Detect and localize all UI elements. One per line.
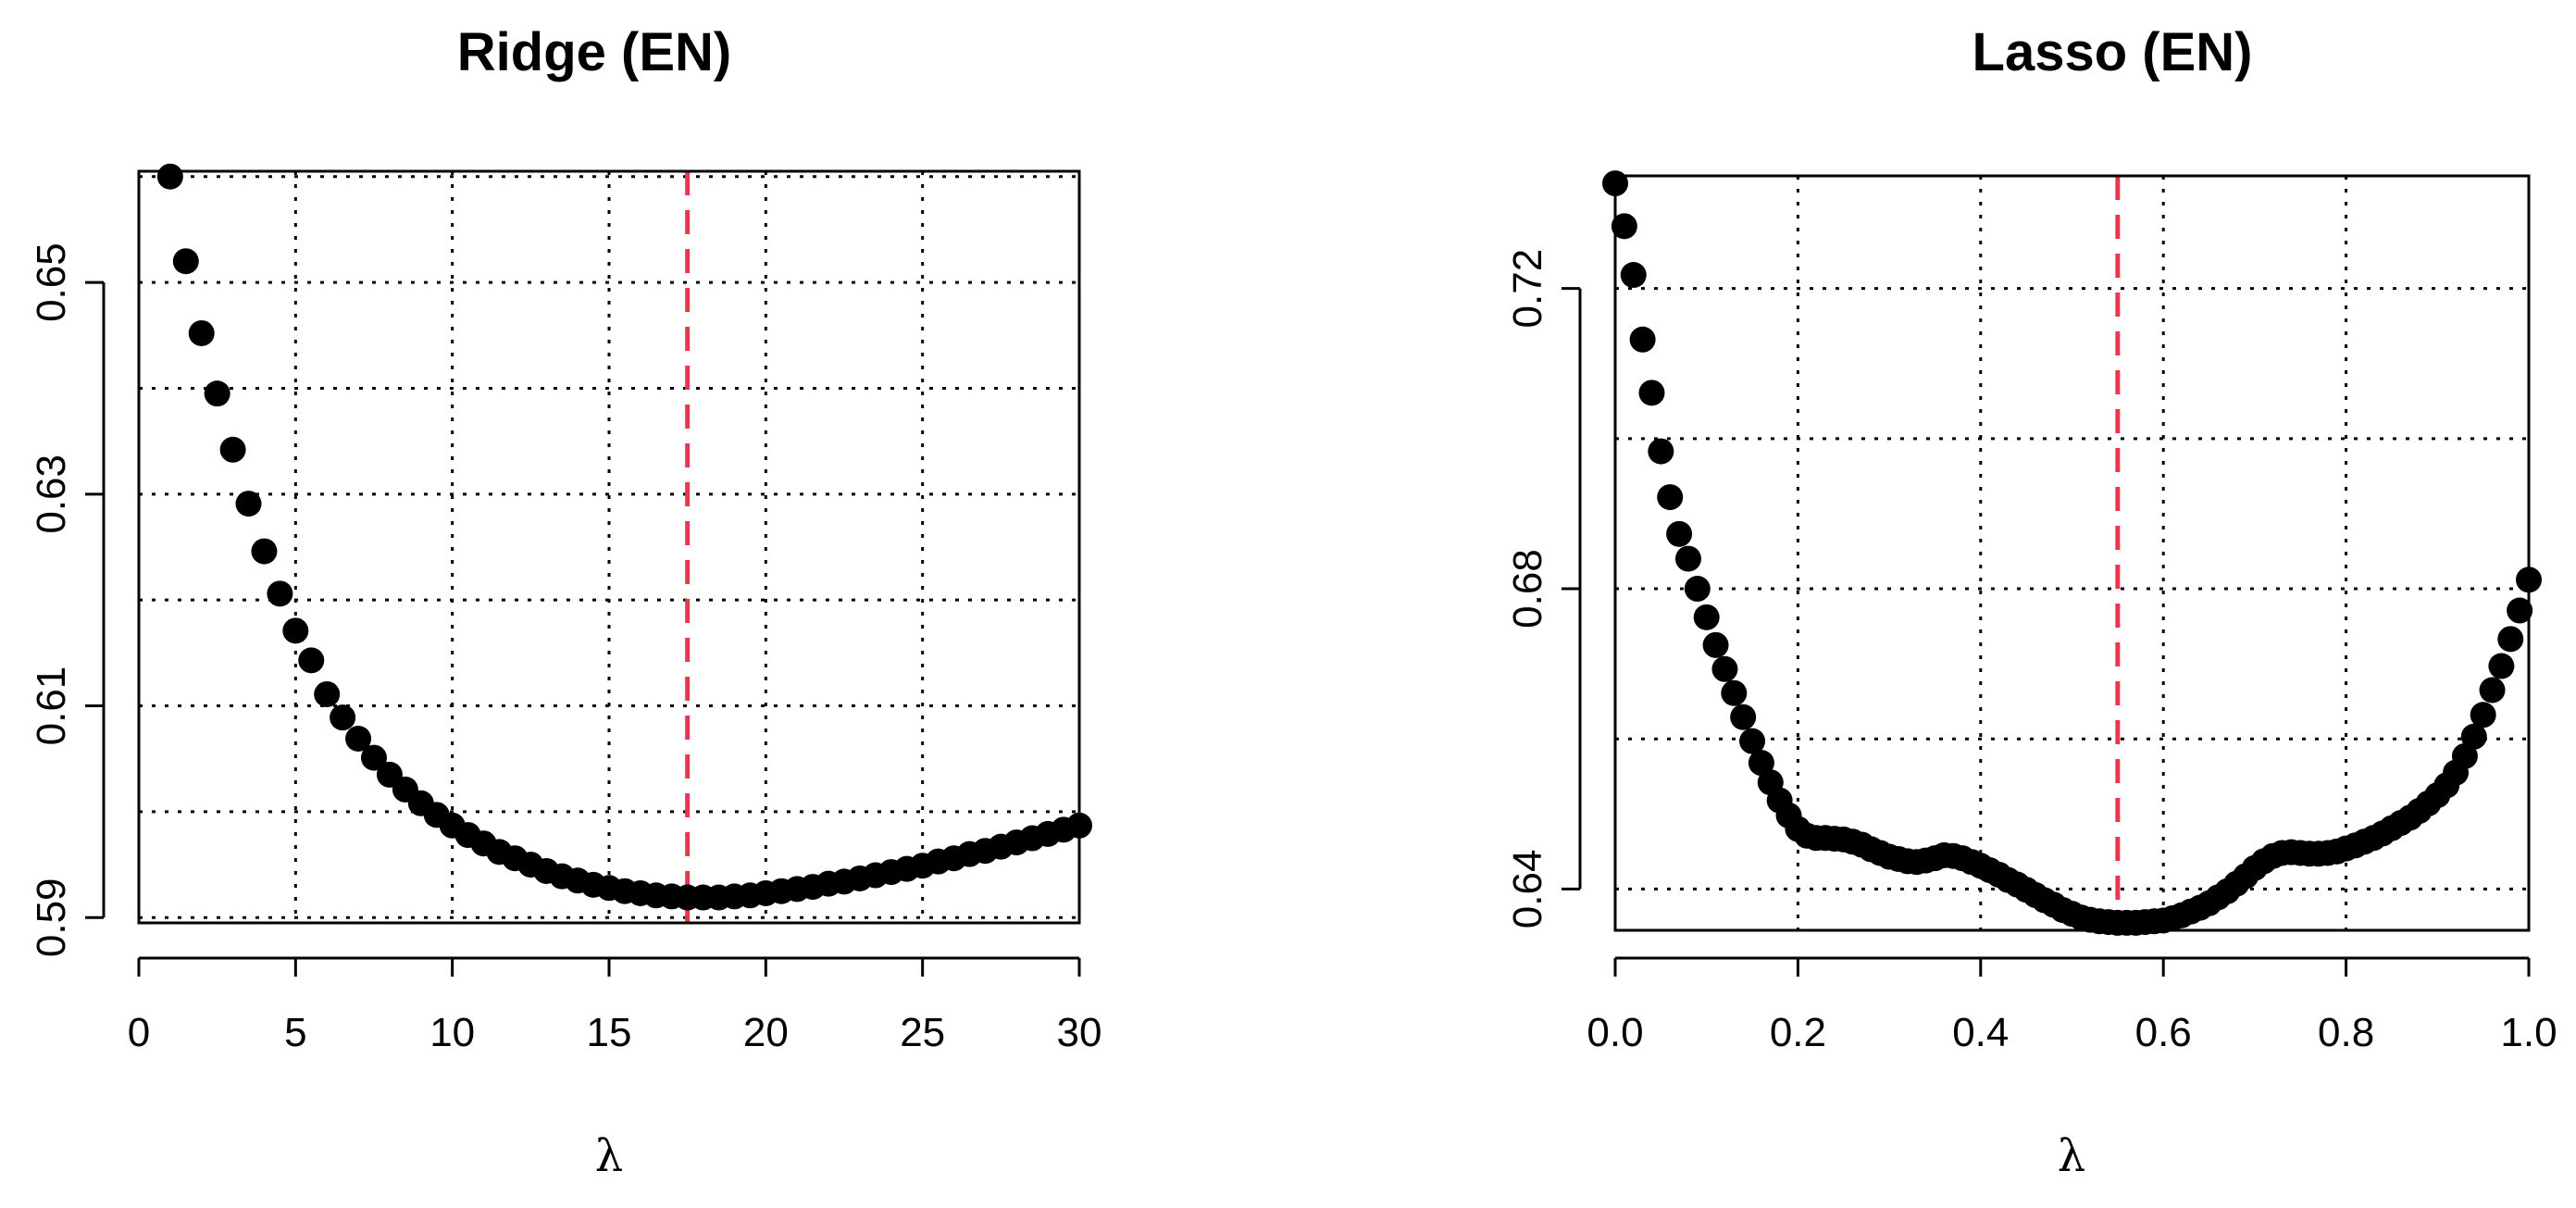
data-point: [345, 726, 372, 753]
chart-title: Lasso (EN): [1972, 22, 2253, 82]
x-tick-label: 15: [587, 1010, 632, 1055]
data-point: [251, 538, 278, 565]
data-point: [1684, 576, 1711, 603]
x-tick-label: 10: [429, 1010, 475, 1055]
data-point: [361, 744, 387, 771]
y-tick-label: 0.59: [29, 878, 74, 957]
data-point: [314, 680, 341, 707]
y-tick-label: 0.65: [29, 243, 74, 322]
y-tick-label: 0.63: [29, 455, 74, 534]
x-tick-label: 1.0: [2500, 1010, 2557, 1055]
x-tick-label: 25: [900, 1010, 945, 1055]
y-axis: 0.59 0.61 0.63 0.65: [29, 243, 106, 957]
x-axis-label: λ: [2058, 1130, 2085, 1182]
data-point: [219, 436, 246, 463]
data-point: [1666, 520, 1693, 547]
data-point: [1611, 213, 1637, 240]
data-point: [2479, 677, 2506, 704]
x-axis-label: λ: [595, 1130, 623, 1182]
y-tick-label: 0.68: [1505, 549, 1550, 629]
lasso-panel: Lasso (EN) 0.0 0.2 0.4 0.6 0.8 1.0 0.640.680.…: [1505, 22, 2557, 1182]
data-point: [1674, 545, 1701, 572]
data-point: [2470, 702, 2496, 729]
data-point: [2460, 723, 2487, 750]
data-point: [1739, 728, 1766, 754]
data-point: [2507, 597, 2533, 624]
y-axis: 0.64 0.68 0.72: [1505, 249, 1582, 929]
y-tick-label: 0.64: [1505, 850, 1550, 929]
y-tick-label: 0.72: [1505, 249, 1550, 329]
data-points: [1602, 170, 2542, 936]
data-point: [1629, 326, 1656, 353]
plot-frame: [137, 169, 1081, 925]
data-point: [2488, 653, 2515, 679]
x-tick-label: 5: [284, 1010, 306, 1055]
data-point: [188, 319, 215, 346]
data-point: [267, 580, 293, 607]
x-tick-label: 0.2: [1770, 1010, 1826, 1055]
x-tick-label: 20: [743, 1010, 789, 1055]
plot-frame: [1613, 174, 2531, 932]
x-axis: 0.0 0.2 0.4 0.6 0.8 1.0: [1587, 956, 2557, 1055]
data-point: [235, 491, 262, 517]
data-point: [2497, 626, 2524, 653]
data-point: [1620, 262, 1647, 289]
x-tick-label: 0.6: [2135, 1010, 2192, 1055]
x-tick-label: 0.8: [2318, 1010, 2374, 1055]
x-tick-label: 0: [128, 1010, 150, 1055]
grid-lines: [139, 171, 1081, 923]
data-point: [1748, 750, 1774, 777]
x-tick-label: 30: [1057, 1010, 1102, 1055]
x-axis: 0 5 10 15 20 25 30: [128, 956, 1102, 1055]
data-point: [298, 647, 325, 674]
x-tick-label: 0.4: [1952, 1010, 2009, 1055]
data-point: [172, 248, 199, 275]
data-point: [1730, 704, 1757, 730]
data-point: [1721, 679, 1748, 706]
data-point: [1657, 484, 1684, 511]
data-point: [282, 617, 309, 644]
data-point: [204, 380, 230, 407]
data-point: [1638, 380, 1665, 406]
x-tick-label: 0.0: [1587, 1010, 1643, 1055]
data-point: [1693, 604, 1720, 630]
data-point: [330, 704, 356, 731]
chart-title: Ridge (EN): [457, 22, 731, 82]
data-point: [2451, 742, 2478, 769]
data-point: [156, 163, 183, 190]
data-point: [1711, 655, 1738, 682]
data-point: [1648, 438, 1674, 465]
y-tick-label: 0.61: [29, 666, 74, 746]
data-points: [156, 163, 1092, 911]
ridge-panel: Ridge (EN) 0 5 10 15 20 25 30 0.59 0.61 0.63 0.65…: [29, 22, 1101, 1182]
data-point: [1702, 631, 1729, 658]
